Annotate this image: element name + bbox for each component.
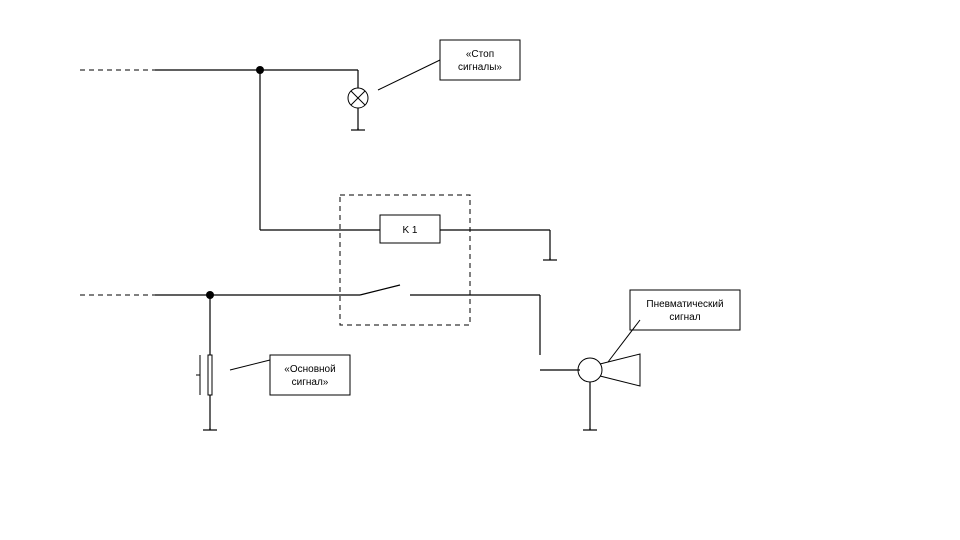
main-signal-label [270, 355, 350, 395]
pneumatic-signal-line1: Пневматический [646, 299, 723, 310]
main-signal-line2: сигнал» [292, 377, 329, 388]
pneumatic-signal-label [630, 290, 740, 330]
stop-signals-label [440, 40, 520, 80]
stop-signals-line1: «Стоп [466, 49, 494, 60]
relay-text: K 1 [402, 225, 417, 236]
main-signal-line1: «Основной [284, 364, 335, 375]
pneumatic-signal-line2: сигнал [669, 312, 700, 323]
stop-signals-line2: сигналы» [458, 62, 502, 73]
horn-icon [578, 358, 602, 382]
junction-node [206, 291, 214, 299]
junction-node [256, 66, 264, 74]
